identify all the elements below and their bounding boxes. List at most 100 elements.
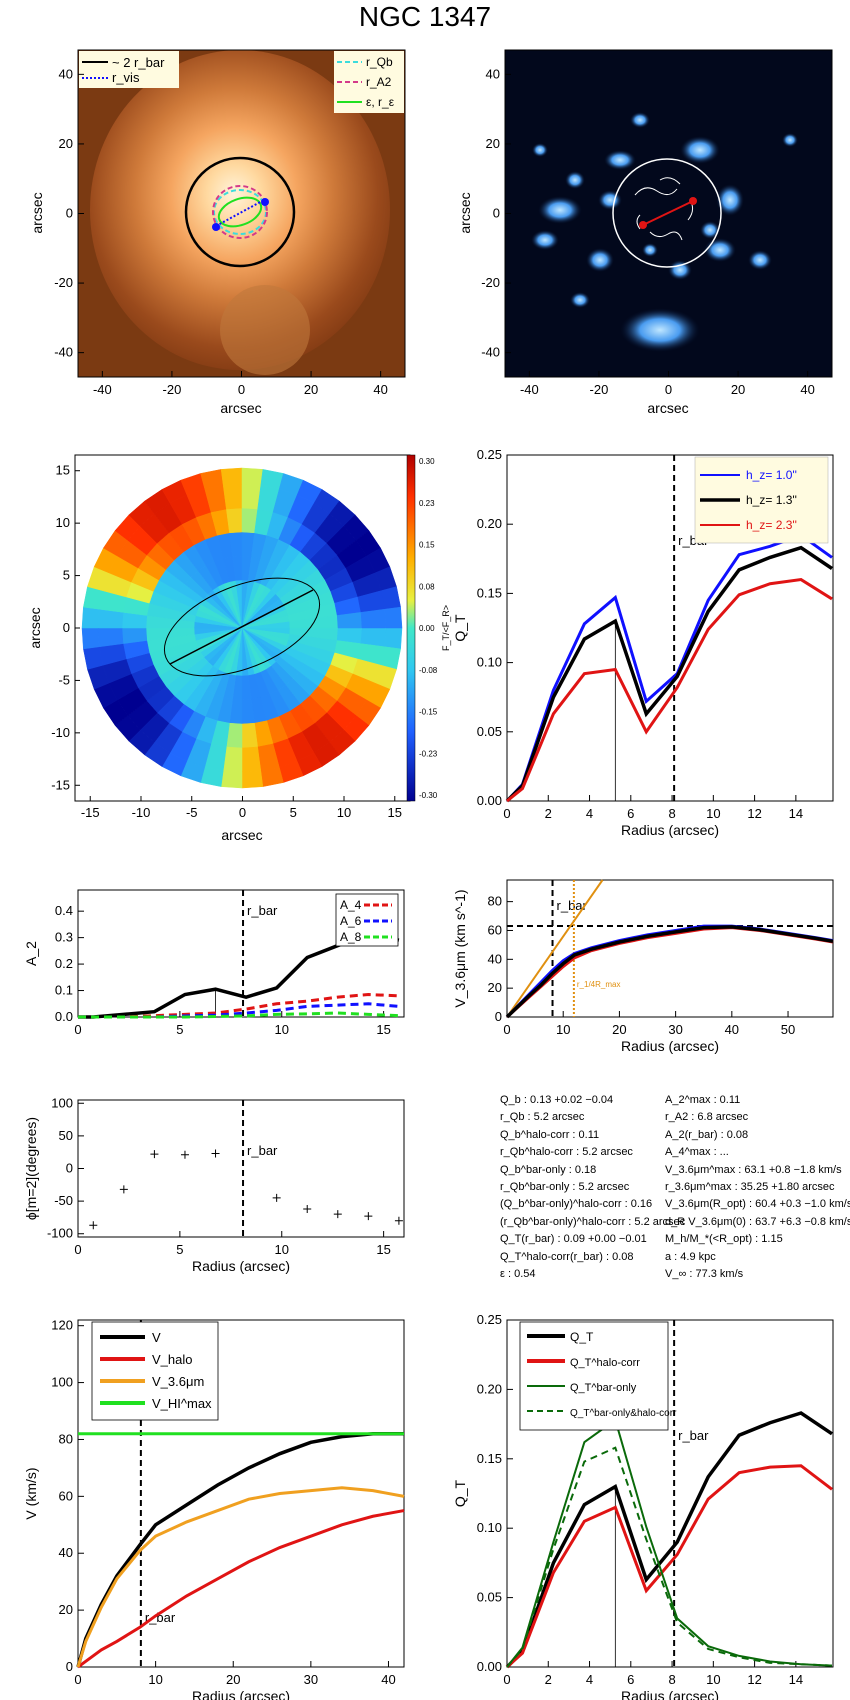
v36-xtick-label: 50 bbox=[781, 1022, 795, 1037]
fourier-xtick-label: -5 bbox=[186, 805, 198, 820]
fourier-colorbar-ticks: 0.30 0.23 0.15 0.08 0.00 -0.08 -0.15 -0.23 -0.30 bbox=[419, 457, 438, 800]
info-left-line: Q_b : 0.13 +0.02 −0.04 bbox=[500, 1094, 614, 1106]
qt_corr-ytick-label: 0.00 bbox=[477, 1659, 502, 1674]
fourier-xtick-label: -15 bbox=[81, 805, 100, 820]
image1-legend-text-ra2: r_A2 bbox=[366, 75, 392, 89]
qt-hz-legend-text-1: h_z= 1.0'' bbox=[746, 468, 797, 482]
image2-circle bbox=[612, 158, 722, 268]
image1-ytick-label: -40 bbox=[54, 345, 73, 360]
rotcurve-series-line bbox=[76, 1432, 404, 1668]
rotcurve-xtick-label: 40 bbox=[381, 1672, 395, 1687]
fourier-ytick-label: 15 bbox=[56, 463, 70, 478]
image1-ytick-label: 40 bbox=[59, 66, 73, 81]
info-right-line: r_3.6μm^max : 35.25 +1.80 arcsec bbox=[665, 1180, 835, 1193]
image1-xtick-label: -20 bbox=[163, 382, 182, 397]
image2-panel: -40 -40 -20 -20 0 0 20 20 40 40 arcsec arcsec bbox=[457, 49, 833, 416]
v36-ytick-label: 80 bbox=[488, 894, 502, 909]
fourier-map-cell bbox=[360, 608, 387, 629]
image2-blob bbox=[565, 171, 585, 189]
v36-ytick-label: 60 bbox=[488, 922, 502, 937]
image2-blob bbox=[668, 260, 692, 280]
fourier-colorbar-tick-label: 0.08 bbox=[419, 582, 435, 591]
v36-plot-frame bbox=[506, 879, 834, 1018]
phase-ytick-label: -100 bbox=[47, 1226, 73, 1241]
qt_corr-ytick-label: 0.05 bbox=[477, 1590, 502, 1605]
qt_corr-xtick-label: 2 bbox=[545, 1672, 552, 1687]
qt-corr-legend-text-qt: Q_T bbox=[570, 1330, 594, 1344]
image2-blob bbox=[716, 184, 744, 216]
qt_corr-xtick-label: 10 bbox=[706, 1672, 720, 1687]
phase-point bbox=[119, 1185, 128, 1194]
image1-rvis-end-right bbox=[261, 198, 269, 206]
a2-legend: A_4 A_6 A_8 bbox=[335, 893, 399, 947]
a2-xtick-label: 15 bbox=[376, 1022, 390, 1037]
info-left-line: r_Qb : 5.2 arcsec bbox=[500, 1111, 585, 1124]
a2-legend-text-a4: A_4 bbox=[340, 898, 362, 912]
a2-ytick-label: 0.3 bbox=[55, 930, 73, 945]
qt_h-series-line bbox=[505, 545, 833, 803]
qt_corr-series-line bbox=[506, 1418, 833, 1668]
fourier-map-cell bbox=[83, 646, 104, 670]
rotcurve-xtick-label: 20 bbox=[226, 1672, 240, 1687]
qt-corr-legend-box bbox=[519, 1321, 669, 1431]
rotcurve-legend-text-hi: V_HI^max bbox=[152, 1396, 212, 1411]
image1-galaxy-tail bbox=[220, 285, 310, 375]
v36-series-line bbox=[505, 925, 834, 1019]
image1-ytick-label: -20 bbox=[54, 275, 73, 290]
qt_h-ylabel: Q_T bbox=[452, 614, 468, 642]
a2-ytick-label: 0.0 bbox=[55, 1009, 73, 1024]
fourier-map-cell bbox=[81, 606, 100, 629]
v36-xtick-label: 20 bbox=[612, 1022, 626, 1037]
image2-blob bbox=[598, 190, 622, 210]
phase-ytick-label: 50 bbox=[59, 1128, 73, 1143]
image1-ytick-label: 0 bbox=[66, 206, 73, 221]
rotcurve-ytick-label: 60 bbox=[59, 1488, 73, 1503]
fourier-colorbar-tick-label: -0.30 bbox=[419, 791, 438, 800]
a2-xtick-label: 5 bbox=[176, 1022, 183, 1037]
image2-blob bbox=[620, 308, 700, 352]
phase-xtick-label: 15 bbox=[376, 1242, 390, 1257]
image1-xtick-label: 20 bbox=[304, 382, 318, 397]
qt_h-ytick-label: 0.10 bbox=[477, 655, 502, 670]
image2-bar-line bbox=[642, 200, 694, 226]
qt_corr-xtick-label: 4 bbox=[586, 1672, 593, 1687]
image2-blob bbox=[782, 133, 798, 147]
image2-xlabel: arcsec bbox=[647, 400, 688, 416]
image2-blob bbox=[680, 136, 720, 164]
fourier-map bbox=[81, 467, 403, 789]
phase-point bbox=[89, 1221, 98, 1230]
fourier-ytick-label: 0 bbox=[63, 620, 70, 635]
image1-xtick-label: 40 bbox=[373, 382, 387, 397]
rotcurve-xlabel: Radius (arcsec) bbox=[192, 1688, 290, 1700]
a2-series-line bbox=[78, 1011, 399, 1019]
qt_corr-ylabel: Q_T bbox=[452, 1479, 468, 1507]
page-title: NGC 1347 bbox=[358, 1, 492, 32]
qt_corr-ytick-label: 0.20 bbox=[477, 1381, 502, 1396]
v36-ytick-label: 20 bbox=[488, 980, 502, 995]
image2-ytick-label: 20 bbox=[486, 136, 500, 151]
rotcurve-plot-frame bbox=[77, 1319, 405, 1668]
a2-xtick-label: 0 bbox=[74, 1022, 81, 1037]
qt_h-series-line bbox=[505, 533, 833, 803]
v36-ylabel: V_3.6μm (km s^-1) bbox=[452, 889, 468, 1007]
fourier-map-cell bbox=[220, 467, 243, 486]
info-right-line: A_2(r_bar) : 0.08 bbox=[665, 1128, 749, 1141]
phase-plot-frame bbox=[77, 1099, 405, 1238]
info-right-line: V_3.6μm(R_opt) : 60.4 +0.3 −1.0 km/s bbox=[665, 1198, 850, 1211]
fourier-colorbar-label: F_T/<F_R> bbox=[441, 605, 451, 651]
a2-ylabel: A_2 bbox=[23, 941, 39, 966]
a2-ytick-label: 0.2 bbox=[55, 956, 73, 971]
image2-xtick-label: 0 bbox=[665, 382, 672, 397]
a2-legend-text-a8: A_8 bbox=[340, 930, 362, 944]
phase-rbar-label: r_bar bbox=[247, 1143, 278, 1158]
rotcurve-ytick-label: 100 bbox=[51, 1375, 73, 1390]
qt_h-ytick-label: 0.15 bbox=[477, 585, 502, 600]
image2-bar-end-left bbox=[639, 221, 647, 229]
image1-ytick-label: 20 bbox=[59, 136, 73, 151]
fourier-panel: -15 -10 -5 0 5 10 15 15 10 5 0 -5 -10 -15 arcsec arcs… bbox=[27, 454, 451, 843]
fourier-xtick-label: 10 bbox=[337, 805, 351, 820]
info-right-line: V_3.6μm^max : 63.1 +0.8 −1.8 km/s bbox=[665, 1163, 842, 1176]
phase-panel: 0 5 10 15 -100 -50 0 50 100 Radius (arcsec) ϕ[m=2]… bbox=[23, 1095, 405, 1274]
image2-xtick-label: -20 bbox=[590, 382, 609, 397]
